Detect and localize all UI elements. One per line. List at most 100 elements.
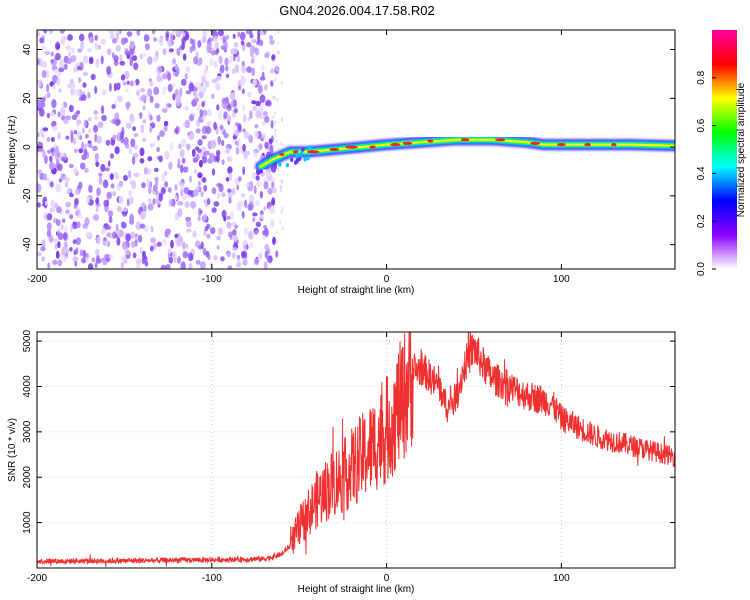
noise-speck bbox=[70, 82, 76, 90]
noise-speck bbox=[249, 110, 253, 120]
noise-speck bbox=[274, 111, 277, 115]
noise-speck bbox=[260, 135, 267, 140]
noise-speck bbox=[50, 147, 55, 152]
x-tick-label: -200 bbox=[27, 274, 47, 285]
noise-speck bbox=[258, 143, 263, 151]
noise-speck bbox=[156, 74, 162, 83]
noise-speck bbox=[133, 144, 138, 150]
noise-speck bbox=[154, 102, 160, 109]
noise-speck bbox=[77, 48, 82, 53]
noise-speck bbox=[197, 181, 201, 187]
noise-speck bbox=[202, 155, 208, 164]
noise-speck bbox=[74, 188, 80, 196]
noise-speck bbox=[100, 105, 105, 114]
noise-speck bbox=[177, 208, 183, 218]
noise-speck bbox=[132, 55, 138, 62]
signal-peak bbox=[369, 145, 376, 149]
noise-speck bbox=[188, 175, 193, 183]
noise-speck bbox=[54, 146, 59, 154]
noise-speck bbox=[232, 99, 238, 108]
noise-speck bbox=[255, 175, 260, 181]
noise-speck bbox=[104, 254, 108, 260]
signal-peak bbox=[584, 143, 591, 147]
noise-speck bbox=[96, 255, 100, 261]
noise-speck bbox=[180, 261, 186, 269]
noise-speck bbox=[201, 76, 206, 84]
noise-speck bbox=[169, 142, 174, 152]
noise-speck bbox=[179, 149, 185, 158]
noise-speck bbox=[167, 83, 173, 93]
noise-speck bbox=[190, 253, 194, 261]
noise-speck bbox=[54, 53, 61, 61]
signal-peak bbox=[611, 143, 617, 147]
noise-speck bbox=[210, 50, 216, 56]
noise-speck bbox=[139, 211, 146, 220]
noise-speck bbox=[40, 246, 46, 252]
noise-speck bbox=[248, 230, 254, 240]
noise-speck bbox=[52, 84, 56, 90]
noise-speck bbox=[100, 163, 106, 172]
noise-speck bbox=[112, 191, 116, 197]
noise-speck bbox=[112, 134, 117, 140]
noise-speck bbox=[130, 138, 136, 148]
noise-speck bbox=[41, 256, 45, 262]
noise-speck bbox=[48, 234, 54, 243]
noise-speck bbox=[93, 115, 99, 120]
noise-speck bbox=[216, 192, 221, 199]
noise-speck bbox=[201, 177, 206, 183]
noise-speck bbox=[82, 249, 86, 259]
noise-speck bbox=[207, 254, 211, 260]
noise-speck bbox=[225, 177, 230, 182]
noise-speck bbox=[243, 131, 250, 139]
spectrogram-x-label: Height of straight line (km) bbox=[298, 285, 415, 296]
noise-speck bbox=[132, 126, 137, 132]
noise-speck bbox=[152, 242, 157, 249]
noise-speck bbox=[242, 259, 248, 266]
noise-speck bbox=[269, 144, 274, 154]
noise-speck bbox=[252, 217, 256, 223]
noise-speck bbox=[81, 127, 85, 134]
x-tick-label: -100 bbox=[202, 573, 222, 584]
noise-speck bbox=[79, 249, 84, 257]
noise-speck bbox=[41, 239, 46, 248]
noise-speck bbox=[41, 45, 46, 50]
signal-speck bbox=[259, 169, 263, 174]
noise-speck bbox=[256, 180, 262, 188]
noise-speck bbox=[46, 92, 51, 98]
noise-speck bbox=[128, 196, 134, 205]
noise-speck bbox=[226, 147, 230, 154]
noise-speck bbox=[113, 171, 120, 177]
noise-speck bbox=[89, 36, 94, 43]
noise-speck bbox=[225, 73, 230, 79]
noise-speck bbox=[241, 65, 247, 74]
signal-speck bbox=[306, 156, 310, 161]
noise-speck bbox=[206, 120, 212, 127]
noise-speck bbox=[231, 247, 238, 252]
noise-speck bbox=[252, 212, 258, 217]
noise-speck bbox=[46, 222, 52, 231]
noise-speck bbox=[41, 70, 47, 78]
noise-speck bbox=[263, 84, 268, 91]
noise-speck bbox=[148, 185, 152, 195]
noise-speck bbox=[264, 52, 270, 59]
noise-speck bbox=[110, 183, 115, 189]
noise-speck bbox=[267, 187, 273, 195]
noise-speck bbox=[135, 78, 140, 86]
noise-speck bbox=[174, 71, 179, 77]
noise-speck bbox=[37, 31, 40, 37]
noise-speck bbox=[100, 38, 107, 45]
noise-speck bbox=[65, 45, 71, 51]
noise-speck bbox=[270, 135, 274, 143]
noise-speck bbox=[52, 125, 58, 132]
noise-speck bbox=[60, 224, 64, 231]
noise-speck bbox=[126, 31, 133, 37]
noise-speck bbox=[189, 37, 193, 45]
colorbar-tick-label: 0.0 bbox=[696, 262, 707, 276]
noise-speck bbox=[203, 185, 208, 192]
y-tick-label: 40 bbox=[22, 44, 33, 56]
noise-speck bbox=[279, 188, 282, 193]
noise-speck bbox=[93, 213, 99, 222]
noise-speck bbox=[229, 92, 236, 100]
noise-speck bbox=[74, 260, 78, 267]
